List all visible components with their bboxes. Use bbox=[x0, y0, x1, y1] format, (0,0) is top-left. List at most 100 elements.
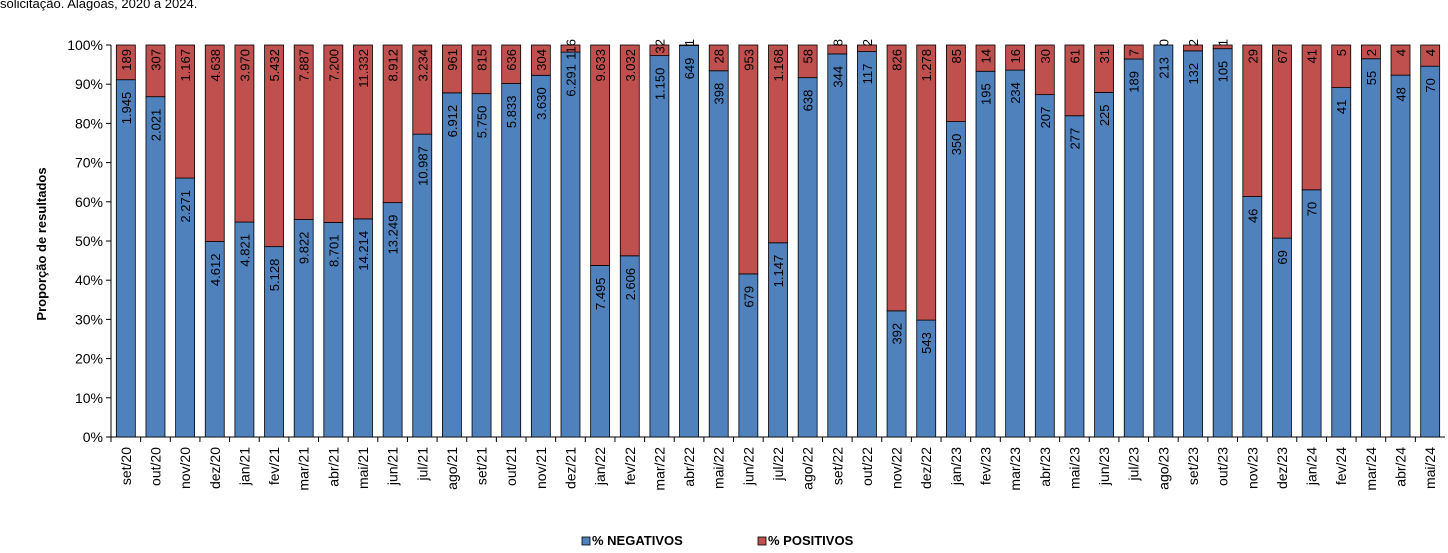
data-label-positivos: 5 bbox=[1334, 49, 1349, 56]
bar-positivos bbox=[679, 44, 699, 47]
x-tick-label: mar/24 bbox=[1363, 447, 1379, 491]
data-label-positivos: 7.200 bbox=[326, 49, 341, 82]
bar-negativos bbox=[115, 79, 136, 438]
data-label-positivos: 2 bbox=[1364, 49, 1379, 56]
bar-positivos bbox=[323, 44, 344, 223]
data-label-positivos: 2 bbox=[860, 39, 875, 46]
data-label-positivos: 8 bbox=[830, 39, 845, 46]
data-label-negativos: 41 bbox=[1334, 100, 1349, 114]
chart-legend: % NEGATIVOS % POSITIVOS bbox=[581, 533, 854, 548]
data-label-negativos: 398 bbox=[712, 83, 727, 105]
data-label-negativos: 277 bbox=[1067, 128, 1082, 150]
data-label-negativos: 1.150 bbox=[652, 68, 667, 101]
x-tick-label: jun/23 bbox=[1096, 447, 1112, 486]
data-label-positivos: 9.633 bbox=[593, 49, 608, 82]
y-tick-label: 50% bbox=[75, 233, 103, 249]
x-tick-label: jun/21 bbox=[385, 447, 401, 486]
bar-positivos bbox=[264, 44, 284, 248]
bar-negativos bbox=[471, 93, 492, 438]
bar-positivos bbox=[442, 44, 462, 94]
data-label-positivos: 3.234 bbox=[415, 49, 430, 82]
data-label-positivos: 29 bbox=[1245, 49, 1260, 63]
bar-positivos bbox=[1034, 44, 1055, 96]
y-tick-label: 90% bbox=[75, 76, 103, 92]
data-label-positivos: 85 bbox=[949, 49, 964, 63]
data-label-negativos: 225 bbox=[1097, 104, 1112, 126]
data-label-positivos: 5.432 bbox=[267, 49, 282, 82]
x-tick-label: nov/20 bbox=[177, 447, 193, 489]
data-label-negativos: 1.147 bbox=[771, 255, 786, 288]
data-label-negativos: 350 bbox=[949, 134, 964, 156]
bar-positivos bbox=[619, 44, 640, 257]
x-tick-label: mai/23 bbox=[1066, 447, 1082, 489]
data-label-negativos: 213 bbox=[1156, 57, 1171, 79]
data-label-positivos: 307 bbox=[148, 49, 163, 71]
x-axis-labels: set/20 out/20 nov/20 dez/20 jan/21 fev/21 mar/… bbox=[118, 447, 1438, 491]
x-tick-label: set/20 bbox=[118, 447, 134, 485]
data-label-positivos: 30 bbox=[1038, 49, 1053, 63]
data-label-negativos: 2.021 bbox=[148, 109, 163, 142]
bar-positivos bbox=[975, 44, 996, 72]
x-tick-label: dez/21 bbox=[562, 447, 578, 489]
bar-series: 1.9451892.0213072.2711.1674.6124.6384.82… bbox=[115, 39, 1441, 438]
x-tick-label: set/21 bbox=[474, 447, 490, 485]
bar-negativos bbox=[1331, 87, 1352, 438]
bar-positivos bbox=[738, 44, 759, 275]
y-tick-label: 60% bbox=[75, 194, 103, 210]
x-tick-label: jan/23 bbox=[948, 447, 964, 486]
x-tick-label: jul/22 bbox=[770, 447, 786, 482]
data-label-negativos: 392 bbox=[890, 323, 905, 345]
data-label-positivos: 16 bbox=[1008, 49, 1023, 63]
y-tick-label: 100% bbox=[67, 37, 103, 53]
x-tick-label: mai/21 bbox=[355, 447, 371, 489]
data-label-positivos: 961 bbox=[445, 49, 460, 71]
data-label-negativos: 189 bbox=[1127, 71, 1142, 93]
legend-swatch bbox=[581, 536, 591, 546]
data-label-positivos: 61 bbox=[1067, 49, 1082, 63]
bar-positivos bbox=[382, 44, 403, 204]
x-tick-label: set/23 bbox=[1185, 447, 1201, 485]
bar-positivos bbox=[412, 44, 433, 135]
x-tick-label: out/23 bbox=[1215, 447, 1231, 486]
bar-negativos bbox=[1301, 189, 1322, 438]
bar-negativos bbox=[708, 70, 729, 438]
data-label-negativos: 70 bbox=[1423, 78, 1438, 92]
legend-label: % NEGATIVOS bbox=[592, 533, 683, 548]
bar-negativos bbox=[1123, 58, 1144, 438]
data-label-positivos: 67 bbox=[1275, 49, 1290, 63]
data-label-negativos: 55 bbox=[1364, 71, 1379, 85]
x-tick-label: jan/22 bbox=[592, 447, 608, 486]
x-tick-label: mar/22 bbox=[651, 447, 667, 491]
bar-positivos bbox=[1301, 44, 1322, 191]
x-tick-label: jan/21 bbox=[236, 447, 252, 486]
bar-positivos bbox=[827, 44, 848, 55]
data-label-negativos: 6.912 bbox=[445, 105, 460, 138]
x-tick-label: jun/22 bbox=[740, 447, 756, 486]
x-tick-label: dez/23 bbox=[1274, 447, 1290, 489]
data-label-negativos: 5.128 bbox=[267, 259, 282, 292]
bar-positivos bbox=[560, 44, 581, 53]
data-label-negativos: 48 bbox=[1394, 87, 1409, 101]
bar-negativos bbox=[560, 51, 581, 438]
legend-label: % POSITIVOS bbox=[768, 533, 854, 548]
data-label-positivos: 7 bbox=[1127, 49, 1142, 56]
x-tick-label: mar/21 bbox=[296, 447, 312, 491]
data-label-negativos: 14.214 bbox=[356, 231, 371, 271]
data-label-negativos: 105 bbox=[1216, 61, 1231, 83]
bar-positivos bbox=[1272, 44, 1292, 239]
data-label-positivos: 58 bbox=[801, 49, 816, 63]
bar-positivos bbox=[1242, 44, 1263, 197]
data-label-positivos: 116 bbox=[563, 39, 578, 60]
bar-positivos bbox=[1094, 44, 1114, 93]
data-label-negativos: 679 bbox=[741, 286, 756, 308]
data-label-negativos: 3.630 bbox=[534, 87, 549, 120]
bar-negativos bbox=[945, 121, 966, 438]
bar-positivos bbox=[1183, 44, 1203, 52]
y-tick-label: 20% bbox=[75, 351, 103, 367]
data-label-positivos: 0 bbox=[1156, 39, 1171, 46]
data-label-negativos: 207 bbox=[1038, 107, 1053, 129]
bar-positivos bbox=[945, 44, 966, 122]
data-label-negativos: 69 bbox=[1275, 250, 1290, 264]
data-label-negativos: 2.271 bbox=[178, 190, 193, 223]
chart-caption: solicitação. Alagoas, 2020 a 2024. bbox=[0, 0, 198, 11]
